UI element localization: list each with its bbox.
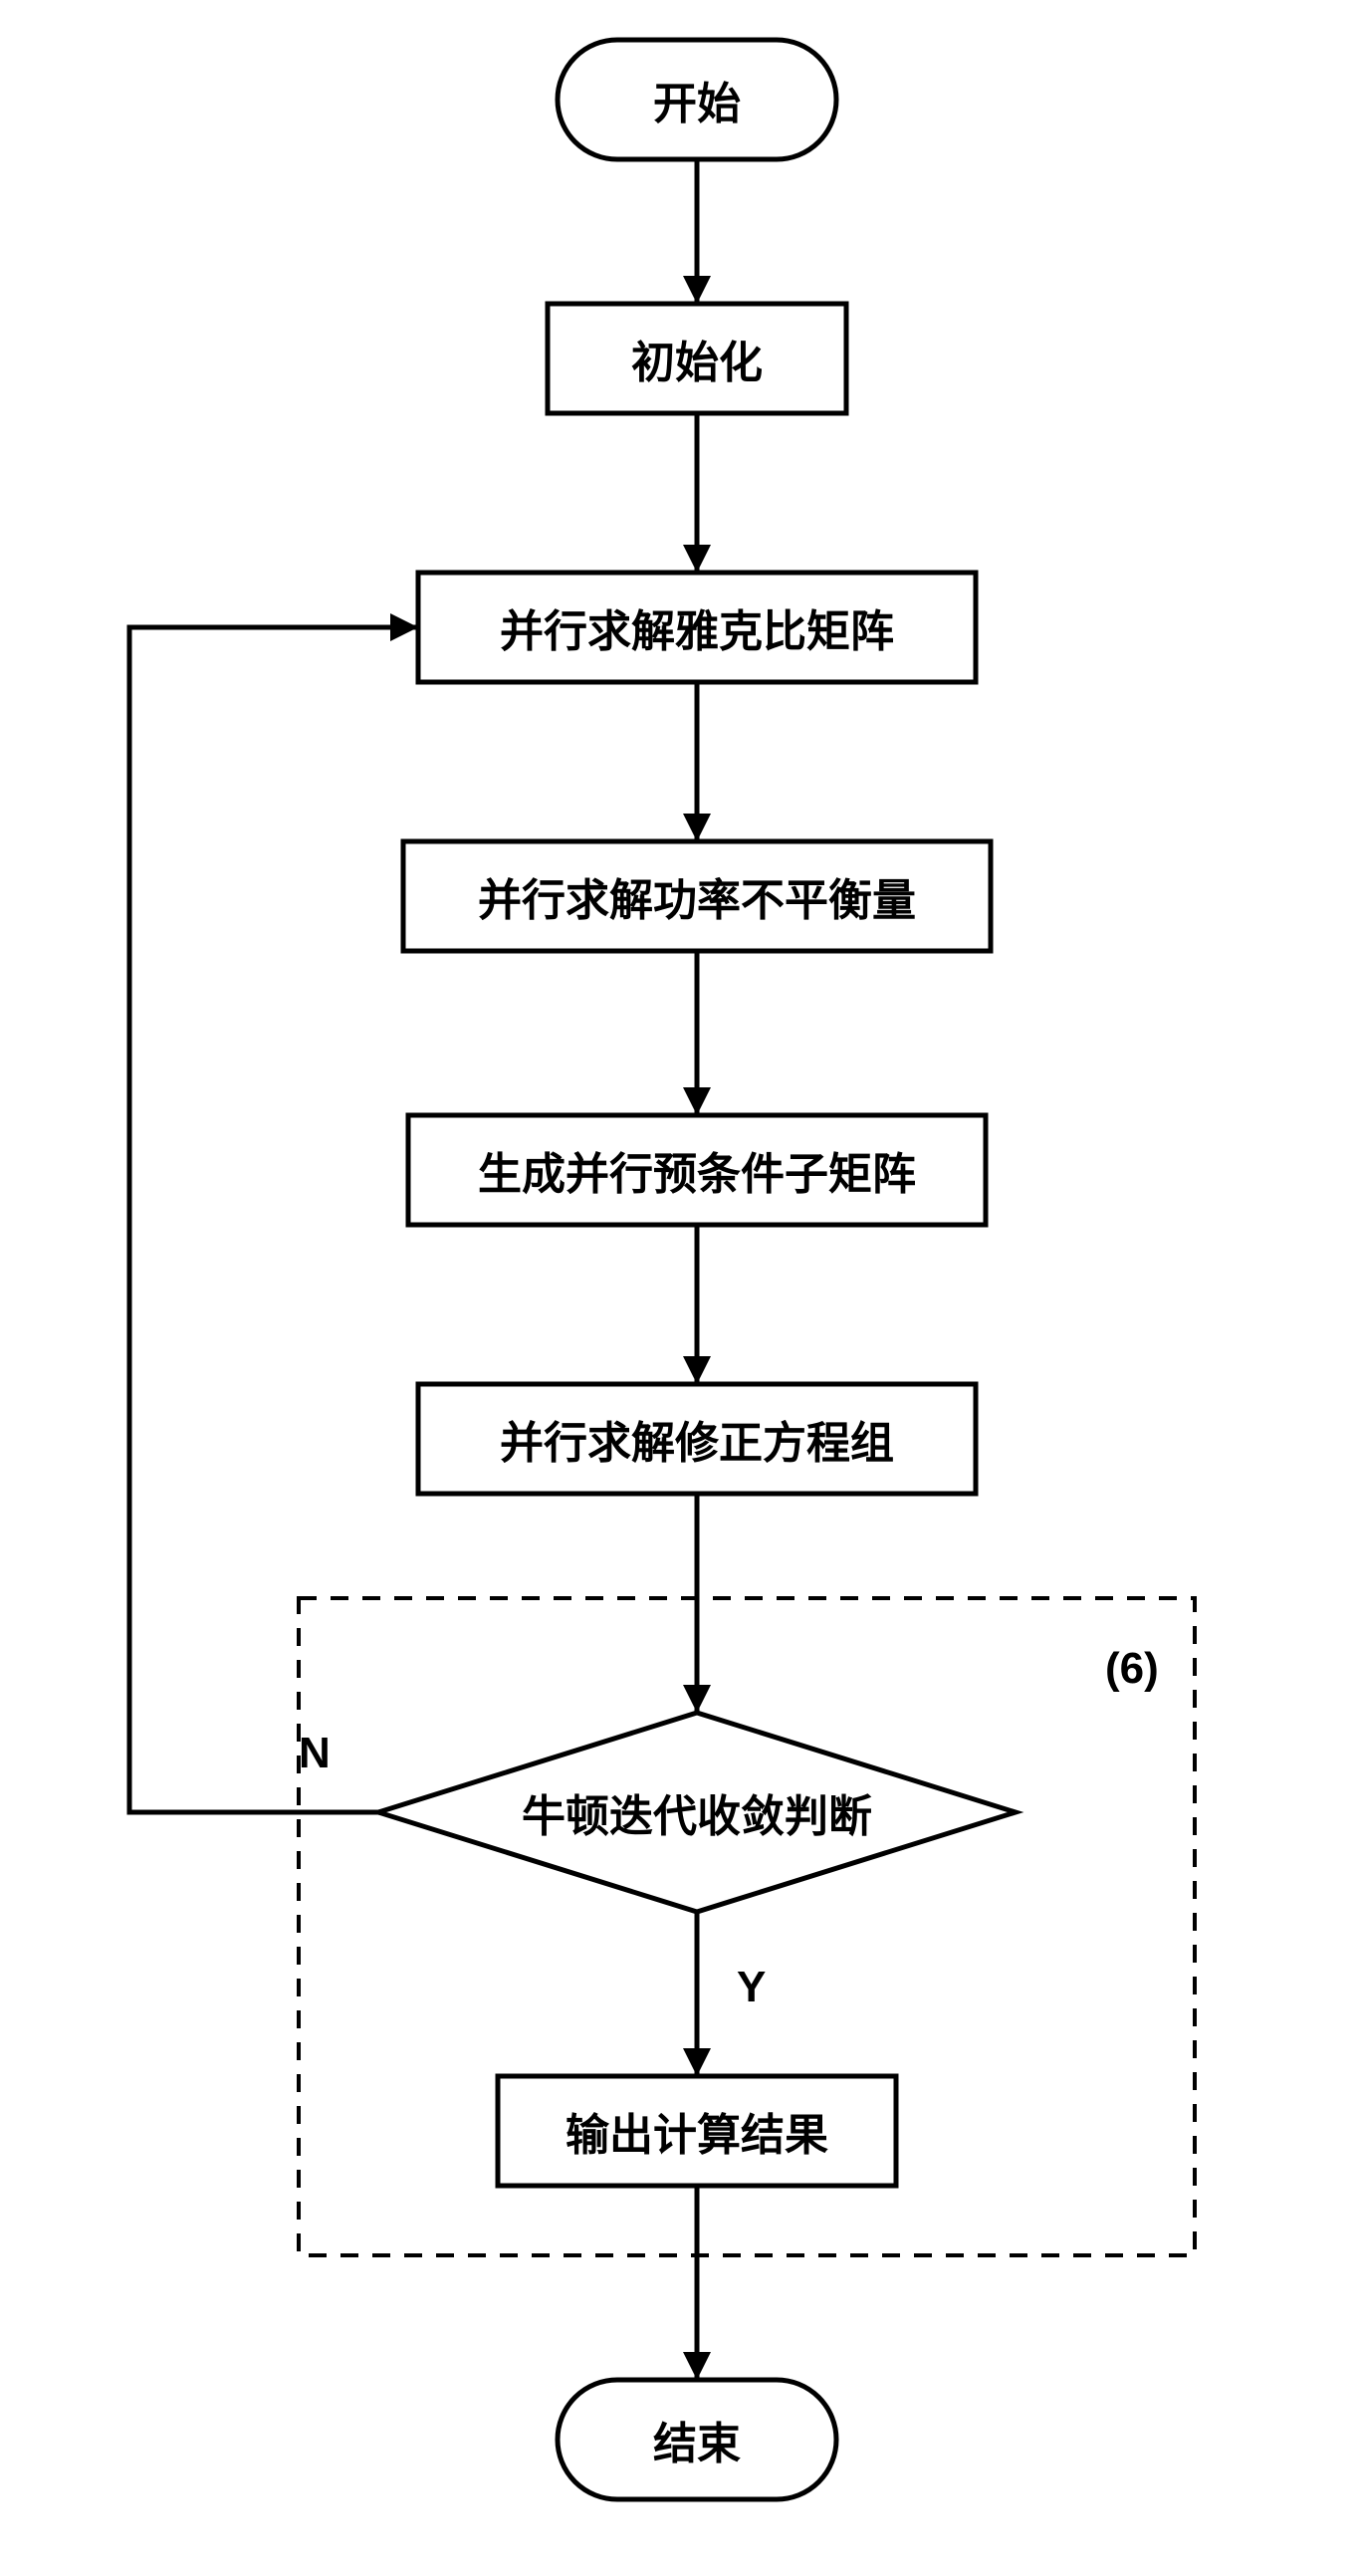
node-init-label: 初始化 [548,304,846,413]
node-solve-label: 并行求解修正方程组 [418,1384,976,1494]
node-jacobi-label: 并行求解雅克比矩阵 [418,573,976,682]
svg-text:(6): (6) [1105,1644,1159,1693]
node-end-label: 结束 [558,2380,836,2499]
svg-text:N: N [299,1729,331,1777]
node-power-label: 并行求解功率不平衡量 [403,841,991,951]
node-output-label: 输出计算结果 [498,2076,896,2186]
node-precond-label: 生成并行预条件子矩阵 [408,1115,986,1225]
node-start-label: 开始 [558,40,836,159]
node-decision-label: 牛顿迭代收敛判断 [378,1713,1016,1912]
svg-text:Y: Y [737,1963,766,2011]
